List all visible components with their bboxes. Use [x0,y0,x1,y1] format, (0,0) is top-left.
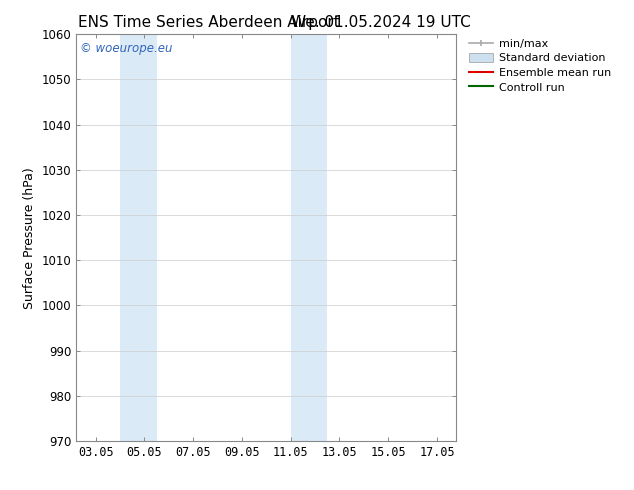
Y-axis label: Surface Pressure (hPa): Surface Pressure (hPa) [23,167,36,309]
Bar [120,34,157,441]
Legend: min/max, Standard deviation, Ensemble mean run, Controll run: min/max, Standard deviation, Ensemble me… [464,34,615,97]
Bar [290,34,327,441]
Text: ENS Time Series Aberdeen Airport: ENS Time Series Aberdeen Airport [79,15,340,30]
Text: We. 01.05.2024 19 UTC: We. 01.05.2024 19 UTC [290,15,470,30]
Text: © woeurope.eu: © woeurope.eu [80,43,172,55]
